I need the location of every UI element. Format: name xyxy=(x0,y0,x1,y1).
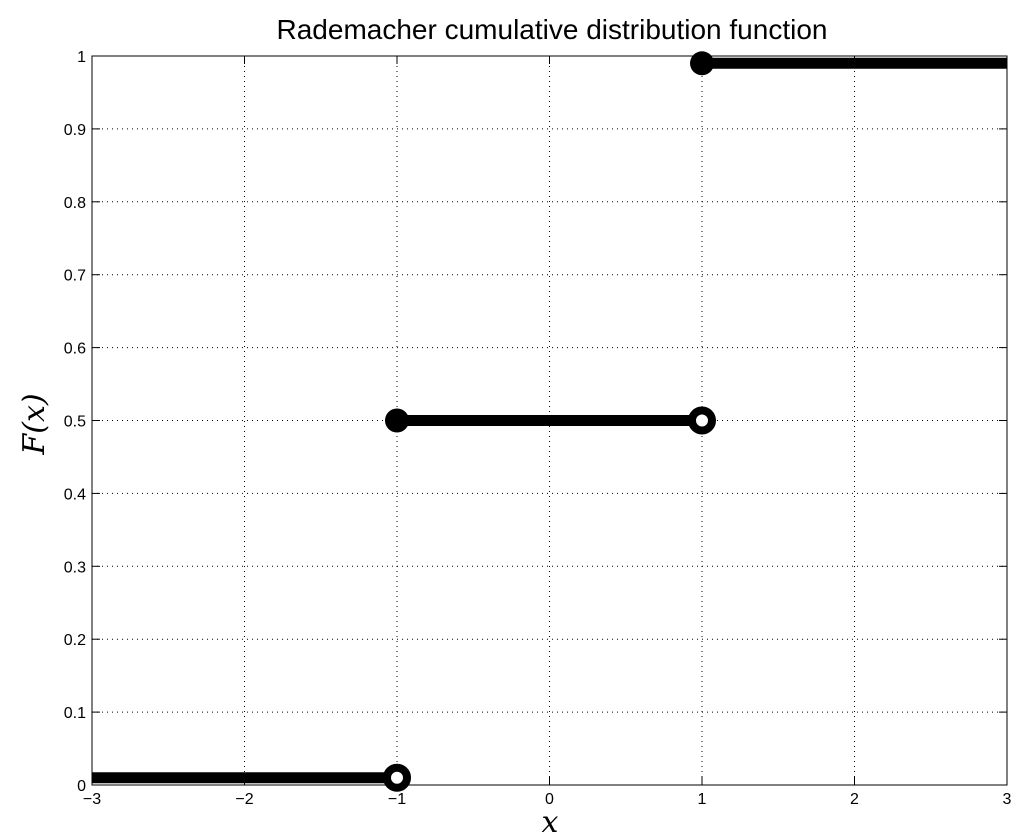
y-axis-label-group: F(x) xyxy=(17,393,52,455)
x-tick-label: 1 xyxy=(698,791,707,808)
x-tick-label: 3 xyxy=(1003,791,1012,808)
y-tick-label: 0.3 xyxy=(64,559,86,576)
y-tick-label: 0 xyxy=(77,778,86,795)
x-tick-label: 0 xyxy=(545,791,554,808)
ticks-layer: −3 −2 −1 0 1 2 3 0 0.1 0.2 0.3 0.4 0.5 0.6 0.7 0.8 0.9 1 xyxy=(64,49,1012,808)
x-tick-label: −2 xyxy=(235,791,253,808)
y-tick-label: 0.5 xyxy=(64,414,86,431)
y-tick-label: 1 xyxy=(77,49,86,66)
x-tick-label: −3 xyxy=(83,791,101,808)
y-tick-label: 0.9 xyxy=(64,122,86,139)
closed-point-marker xyxy=(690,51,714,76)
open-point-marker xyxy=(688,406,716,435)
open-point-marker xyxy=(383,763,411,792)
x-tick-label: 2 xyxy=(850,791,859,808)
x-axis-label: x xyxy=(542,805,559,837)
y-tick-label: 0.4 xyxy=(64,486,86,503)
chart-title: Rademacher cumulative distribution funct… xyxy=(277,14,828,45)
x-tick-label: −1 xyxy=(388,791,406,808)
y-tick-label: 0.2 xyxy=(64,632,86,649)
y-tick-label: 0.8 xyxy=(64,195,86,212)
y-tick-label: 0.6 xyxy=(64,341,86,358)
closed-point-marker xyxy=(385,408,409,433)
y-axis-label: F(x) xyxy=(17,393,52,455)
data-layer xyxy=(92,51,1007,792)
y-tick-label: 0.1 xyxy=(64,705,86,722)
y-tick-label: 0.7 xyxy=(64,268,86,285)
